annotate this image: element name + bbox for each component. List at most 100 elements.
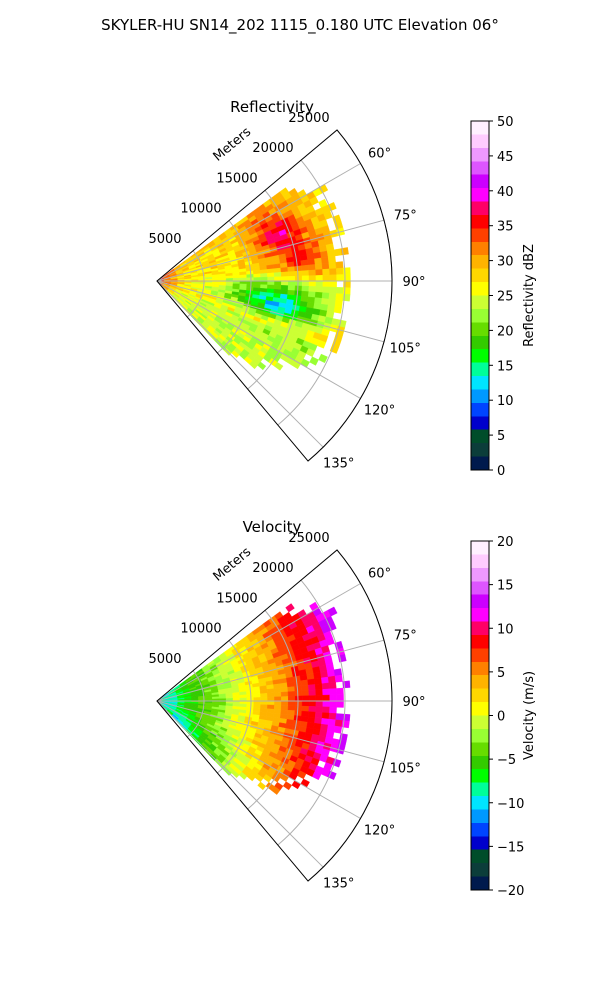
reflectivity-data-cell (329, 280, 337, 288)
reflectivity-data-cell (267, 276, 275, 282)
velocity-data-cell (246, 697, 255, 702)
reflectivity-data-cell (246, 274, 254, 279)
velocity-data-cell (312, 771, 322, 781)
velocity-data-cell (273, 692, 282, 698)
reflectivity-data-cell (260, 280, 268, 286)
reflectivity-data-cell (322, 274, 331, 282)
velocity-data-cell (281, 700, 289, 706)
velocity-data-cell (329, 688, 337, 696)
velocity-data-cell (307, 684, 316, 691)
reflectivity-title: Reflectivity (230, 98, 314, 116)
reflectivity-data-cell (253, 273, 261, 278)
reflectivity-data-cell (336, 267, 344, 275)
reflectivity-data-cell (260, 276, 268, 282)
reflectivity-data-cell (301, 264, 309, 272)
reflectivity-r-tick-label: 20000 (252, 141, 293, 156)
reflectivity-data-cell (281, 280, 289, 286)
reflectivity-data-cell (314, 291, 323, 299)
velocity-data-cell (267, 696, 275, 702)
velocity-data-cell (308, 689, 317, 696)
velocity-data-cell (274, 696, 282, 702)
reflectivity-colorbar-tick-label: 25 (497, 290, 514, 305)
reflectivity-data-cell (218, 275, 227, 280)
velocity-radial-label: Meters (211, 544, 255, 584)
velocity-data-cell (295, 700, 303, 707)
reflectivity-colorbar-tick-label: 40 (497, 185, 514, 200)
velocity-data-cell (294, 690, 303, 697)
reflectivity-data-cell (322, 280, 331, 288)
velocity-r-tick-label: 15000 (216, 591, 257, 606)
reflectivity-data-cell (257, 361, 267, 371)
reflectivity-data-cell (266, 268, 275, 274)
reflectivity-theta-tick-label: 75° (394, 208, 417, 223)
reflectivity-data-cell (232, 274, 241, 279)
reflectivity-data-cell (307, 291, 316, 298)
reflectivity-data-cell (308, 280, 317, 287)
reflectivity-data-cell (231, 350, 240, 359)
velocity-data-cell (322, 694, 331, 702)
reflectivity-data-cell (280, 271, 289, 277)
velocity-data-cell (314, 677, 323, 685)
velocity-data-cell (320, 670, 329, 679)
velocity-colorbar-label: Velocity (m/s) (522, 671, 537, 760)
velocity-data-cell (266, 688, 275, 694)
velocity-title: Velocity (243, 518, 302, 536)
velocity-data-cell (327, 770, 337, 780)
reflectivity-radial-label: Meters (211, 124, 255, 164)
velocity-theta-tick-label: 60° (368, 567, 391, 582)
velocity-data-cell (333, 668, 343, 677)
reflectivity-colorbar (470, 120, 490, 471)
velocity-data-cell (336, 694, 344, 702)
reflectivity-data-cell (322, 286, 330, 294)
reflectivity-data-cell (246, 280, 255, 285)
reflectivity-data-cell (267, 284, 275, 290)
reflectivity-data-cell (328, 261, 337, 270)
velocity-data-cell (327, 606, 338, 617)
reflectivity-data-cell (306, 253, 315, 261)
velocity-data-cell (301, 710, 309, 718)
reflectivity-data-cell (327, 202, 337, 212)
reflectivity-data-cell (336, 274, 344, 282)
reflectivity-data-cell (301, 280, 310, 287)
velocity-frame (156, 549, 393, 882)
reflectivity-data-cell (273, 272, 282, 278)
reflectivity-colorbar-tick-label: 30 (497, 255, 514, 270)
velocity-data-cell (300, 679, 309, 687)
velocity-data-cell (329, 700, 337, 708)
velocity-data-cell (280, 705, 289, 711)
velocity-data-cell (274, 700, 282, 706)
velocity-data-cell (322, 688, 330, 696)
velocity-data-cell (328, 712, 337, 721)
velocity-data-cell (315, 700, 324, 708)
reflectivity-colorbar-tick-label: 15 (497, 359, 514, 374)
reflectivity-grid-spoke (156, 280, 324, 448)
velocity-data-cell (260, 696, 268, 702)
reflectivity-colorbar-tick-label: 0 (497, 464, 505, 479)
reflectivity-data-cell (267, 280, 275, 286)
reflectivity-data-cell (246, 277, 255, 282)
velocity-data-cell (321, 712, 330, 720)
velocity-theta-tick-label: 90° (402, 695, 425, 710)
velocity-data-cell (332, 758, 342, 768)
velocity-data-cell (273, 687, 282, 694)
reflectivity-data-cell (334, 299, 343, 308)
reflectivity-grid-spoke (156, 219, 385, 282)
reflectivity-data-cell (308, 275, 317, 282)
reflectivity-data-cell (280, 267, 289, 273)
reflectivity-grid-spoke (156, 280, 361, 399)
reflectivity-data-cell (316, 339, 327, 349)
velocity-data-cell (282, 781, 293, 791)
velocity-data-cell (279, 682, 288, 689)
velocity-r-tick-label: 10000 (180, 622, 221, 637)
reflectivity-data-cell (301, 275, 310, 282)
reflectivity-data-cell (239, 274, 248, 279)
velocity-data-cell (308, 700, 317, 707)
velocity-data-cell (308, 695, 317, 702)
velocity-data-cell (246, 690, 254, 695)
velocity-data-cell (335, 713, 344, 721)
velocity-colorbar-tick-label: −5 (497, 753, 516, 768)
reflectivity-data-cell (335, 293, 344, 301)
velocity-colorbar-tick-label: −15 (497, 840, 524, 855)
velocity-data-cell (246, 773, 256, 782)
velocity-data-cell (253, 697, 261, 702)
